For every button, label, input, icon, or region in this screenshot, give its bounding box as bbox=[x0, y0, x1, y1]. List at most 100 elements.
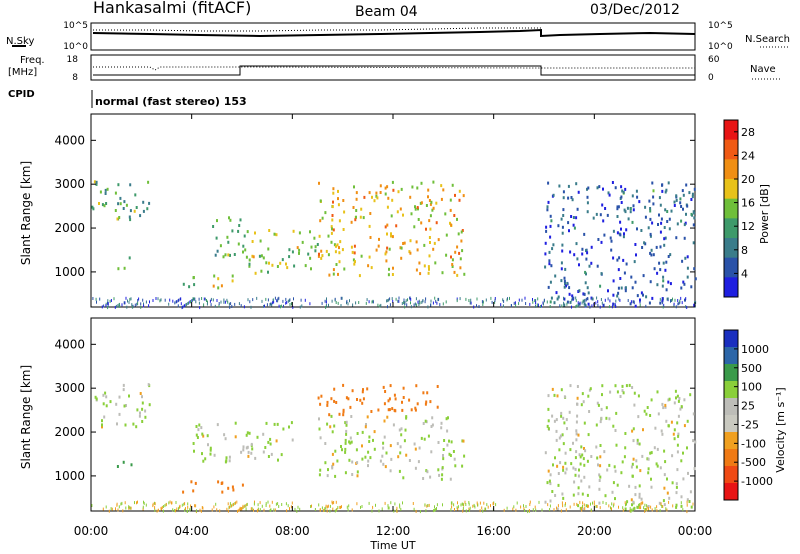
data-cell bbox=[494, 300, 496, 304]
data-cell bbox=[195, 504, 197, 508]
data-cell bbox=[211, 508, 213, 512]
data-cell bbox=[377, 408, 380, 412]
data-cell bbox=[330, 397, 333, 401]
x-tick-label: 08:00 bbox=[275, 524, 310, 538]
data-cell bbox=[618, 505, 619, 509]
data-cell bbox=[181, 306, 183, 310]
data-cell bbox=[337, 506, 339, 510]
data-cell bbox=[661, 297, 664, 301]
data-cell bbox=[129, 506, 131, 510]
data-cell bbox=[500, 303, 502, 307]
data-cell bbox=[118, 505, 120, 509]
data-cell bbox=[351, 460, 354, 464]
data-cell bbox=[435, 299, 437, 303]
data-cell bbox=[690, 198, 693, 201]
data-cell bbox=[609, 390, 612, 394]
data-cell bbox=[565, 467, 568, 471]
data-cell bbox=[356, 474, 359, 478]
data-cell bbox=[476, 501, 478, 505]
data-cell bbox=[614, 186, 617, 190]
nave-label: Nave bbox=[750, 64, 776, 75]
data-cell bbox=[632, 507, 634, 511]
data-cell bbox=[473, 305, 475, 309]
data-cell bbox=[667, 424, 670, 428]
data-cell bbox=[553, 301, 556, 305]
data-cell bbox=[117, 267, 120, 271]
data-cell bbox=[491, 300, 493, 304]
data-cell bbox=[656, 271, 659, 275]
data-cell bbox=[344, 441, 347, 445]
data-cell bbox=[685, 183, 688, 187]
data-cell bbox=[241, 483, 244, 487]
data-cell bbox=[288, 425, 290, 429]
data-cell bbox=[399, 246, 402, 250]
data-cell bbox=[561, 243, 564, 247]
data-cell bbox=[212, 284, 215, 288]
colorbar-swatch bbox=[724, 198, 738, 219]
data-cell bbox=[261, 504, 263, 508]
data-cell bbox=[450, 255, 452, 259]
data-cell bbox=[274, 508, 276, 512]
data-cell bbox=[576, 414, 579, 418]
data-cell bbox=[104, 192, 107, 195]
data-cell bbox=[581, 492, 584, 496]
data-cell bbox=[129, 297, 131, 301]
colorbar-frame bbox=[723, 329, 739, 501]
data-cell bbox=[583, 503, 585, 507]
data-cell bbox=[268, 229, 271, 232]
data-cell bbox=[472, 504, 474, 508]
data-cell bbox=[450, 223, 453, 227]
data-cell bbox=[560, 267, 563, 271]
data-cell bbox=[223, 300, 225, 304]
data-cell bbox=[195, 425, 198, 428]
freq-left-label-2: [MHz] bbox=[8, 67, 37, 78]
data-cell bbox=[337, 197, 339, 201]
data-cell bbox=[651, 221, 654, 225]
data-cell bbox=[362, 397, 365, 401]
data-cell bbox=[454, 193, 456, 197]
data-cell bbox=[238, 508, 240, 512]
data-cell bbox=[120, 502, 122, 506]
data-cell bbox=[583, 421, 586, 425]
data-cell bbox=[335, 301, 337, 304]
data-cell bbox=[330, 414, 333, 418]
data-cell bbox=[677, 414, 680, 418]
data-cell bbox=[453, 214, 456, 217]
data-cell bbox=[286, 266, 289, 270]
data-cell bbox=[673, 204, 676, 207]
data-cell bbox=[578, 289, 581, 293]
data-cell bbox=[391, 235, 394, 239]
data-cell bbox=[424, 402, 427, 406]
data-cell bbox=[686, 204, 689, 208]
data-cell bbox=[118, 412, 121, 416]
data-cell bbox=[656, 505, 658, 509]
data-cell bbox=[126, 305, 128, 309]
data-cell bbox=[692, 502, 694, 506]
colorbar-tick-label: 16 bbox=[741, 197, 755, 210]
data-cell bbox=[254, 500, 255, 504]
data-cell bbox=[244, 248, 247, 252]
colorbar-tick-label: 24 bbox=[741, 149, 755, 162]
data-cell bbox=[270, 452, 273, 456]
data-cell bbox=[342, 383, 345, 387]
data-cell bbox=[547, 200, 550, 204]
data-cell bbox=[680, 405, 683, 409]
data-cell bbox=[361, 390, 364, 394]
data-cell bbox=[293, 264, 296, 268]
data-cell bbox=[220, 482, 223, 485]
data-cell bbox=[615, 299, 617, 303]
data-cell bbox=[390, 501, 392, 505]
data-cell bbox=[129, 218, 132, 222]
data-cell bbox=[518, 302, 520, 306]
data-cell bbox=[686, 306, 688, 309]
data-cell bbox=[537, 297, 539, 301]
data-cell bbox=[328, 273, 331, 277]
data-cell bbox=[581, 392, 584, 396]
data-cell bbox=[481, 300, 483, 304]
data-cell bbox=[581, 247, 584, 251]
data-cell bbox=[548, 259, 551, 263]
data-cell bbox=[360, 505, 361, 509]
data-cell bbox=[233, 253, 236, 256]
data-cell bbox=[634, 304, 637, 308]
